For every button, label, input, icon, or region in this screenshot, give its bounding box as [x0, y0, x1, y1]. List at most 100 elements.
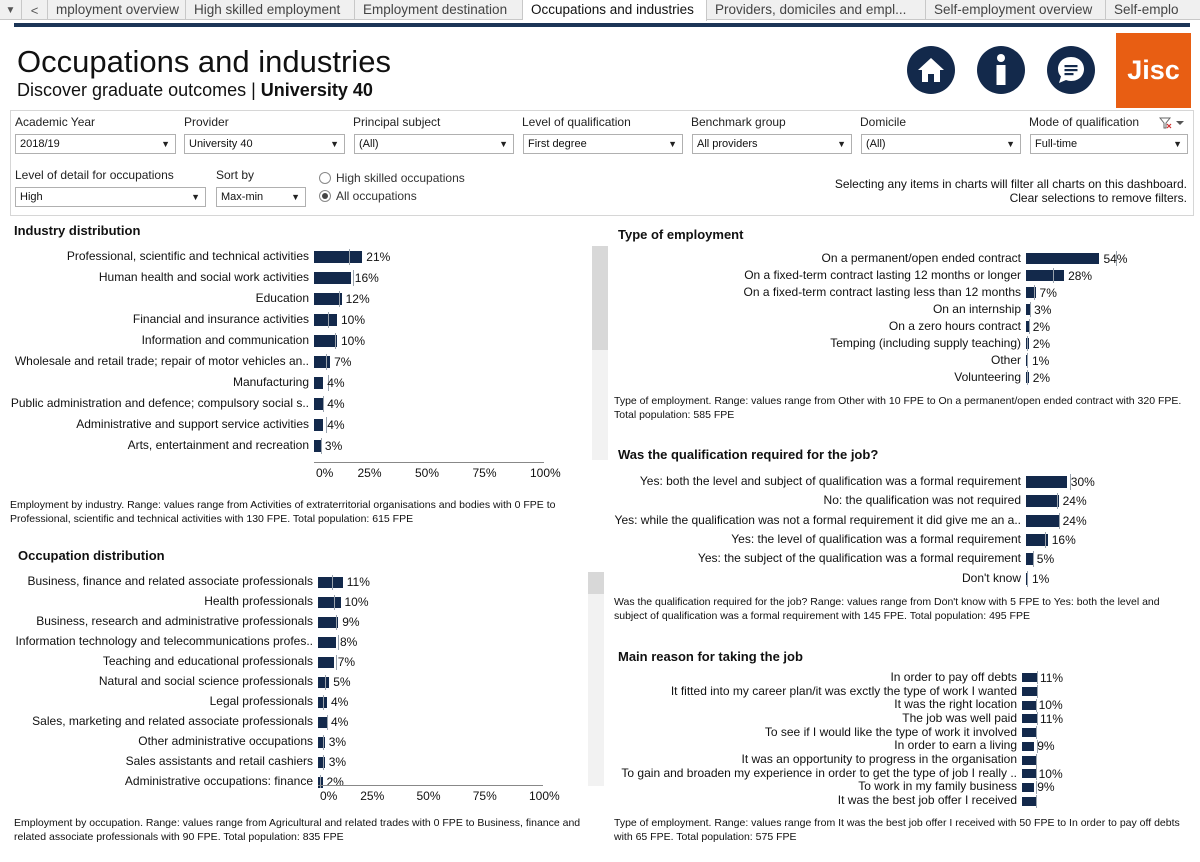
bar-label[interactable]: It was the right location	[894, 697, 1017, 712]
bar-label[interactable]: The job was well paid	[902, 710, 1017, 725]
bar-label[interactable]: Information and communication	[141, 332, 309, 347]
bar-label[interactable]: On a fixed-term contract lasting 12 mont…	[744, 267, 1021, 282]
bar-label[interactable]: Wholesale and retail trade; repair of mo…	[14, 353, 309, 368]
bar[interactable]	[318, 576, 343, 588]
bar[interactable]	[1026, 304, 1031, 315]
tab-self-employment-overview[interactable]: Self-employment overview	[926, 0, 1106, 20]
industry-chart-viewport[interactable]: Professional, scientific and technical a…	[0, 246, 590, 460]
bar[interactable]	[314, 397, 324, 410]
bar[interactable]	[1026, 355, 1028, 366]
bar-label[interactable]: Teaching and educational professionals	[102, 654, 313, 668]
level-of-detail-select[interactable]: High ▼	[15, 187, 206, 207]
bar-label[interactable]: Arts, entertainment and recreation	[127, 437, 309, 452]
bar[interactable]	[1026, 553, 1033, 566]
bar[interactable]	[1026, 495, 1059, 508]
tab-providers-domiciles[interactable]: Providers, domiciles and empl...	[707, 0, 926, 20]
bar-label[interactable]: Health professionals	[204, 594, 313, 608]
domicile-select[interactable]: (All) ▼	[861, 134, 1021, 154]
bar-label[interactable]: Business, research and administrative pr…	[36, 614, 313, 628]
bar[interactable]	[318, 596, 341, 608]
bar[interactable]	[318, 736, 325, 748]
bar-label[interactable]: Manufacturing	[232, 374, 309, 389]
occupation-chart-viewport[interactable]: Business, finance and related associate …	[0, 570, 590, 788]
bar[interactable]	[1026, 514, 1059, 527]
bar-label[interactable]: Administrative and support service activ…	[76, 416, 309, 431]
academic-year-select[interactable]: 2018/19 ▼	[15, 134, 176, 154]
bar-label[interactable]: Natural and social science professionals	[98, 674, 313, 688]
bar-label[interactable]: On a permanent/open ended contract	[821, 250, 1021, 265]
bar-label[interactable]: Volunteering	[954, 369, 1021, 384]
bar-label[interactable]: Don't know	[962, 570, 1021, 585]
bar-label[interactable]: No: the qualification was not required	[823, 493, 1021, 508]
bar[interactable]	[1022, 796, 1036, 806]
bar-label[interactable]: Other	[990, 352, 1021, 367]
tab-occupations-and-industries[interactable]: Occupations and industries	[523, 0, 707, 21]
occupation-chart-scrollbar[interactable]	[588, 572, 604, 786]
chat-button[interactable]	[1047, 46, 1095, 94]
tab-self-employment[interactable]: Self-emplo	[1114, 2, 1179, 17]
bar-label[interactable]: Yes: the level of qualification was a fo…	[731, 531, 1021, 546]
bar-label[interactable]: It was an opportunity to progress in the…	[741, 752, 1018, 767]
bar[interactable]	[1022, 782, 1035, 792]
bar[interactable]	[318, 656, 334, 668]
bar[interactable]	[314, 355, 331, 368]
bar[interactable]	[1026, 287, 1036, 298]
bar[interactable]	[314, 250, 363, 263]
scrollbar-thumb[interactable]	[588, 572, 604, 594]
bar[interactable]	[318, 716, 327, 728]
bar[interactable]	[1026, 270, 1065, 281]
tab-menu-icon[interactable]: ▼	[0, 0, 22, 20]
bar-label[interactable]: Other administrative occupations	[138, 734, 313, 748]
bar-label[interactable]: Administrative occupations: finance	[124, 774, 313, 788]
bar-label[interactable]: On an internship	[932, 301, 1021, 316]
level-of-qualification-select[interactable]: First degree ▼	[523, 134, 683, 154]
mode-of-qualification-select[interactable]: Full-time ▼	[1030, 134, 1188, 154]
bar[interactable]	[314, 418, 324, 431]
tab-high-skilled-employment[interactable]: High skilled employment	[186, 0, 355, 20]
benchmark-group-select[interactable]: All providers ▼	[692, 134, 852, 154]
bar-label[interactable]: To work in my family business	[858, 779, 1017, 794]
bar[interactable]	[314, 439, 321, 452]
bar-label[interactable]: Professional, scientific and technical a…	[66, 248, 309, 263]
bar[interactable]	[1026, 253, 1100, 264]
bar[interactable]	[1026, 533, 1048, 546]
bar-label[interactable]: In order to earn a living	[894, 738, 1017, 753]
tab-scroll-left-icon[interactable]: <	[22, 0, 48, 20]
tab-employment-overview[interactable]: mployment overview	[48, 0, 186, 20]
principal-subject-select[interactable]: (All) ▼	[354, 134, 514, 154]
bar[interactable]	[318, 756, 325, 768]
scrollbar-thumb[interactable]	[592, 246, 608, 350]
bar[interactable]	[318, 636, 336, 648]
bar[interactable]	[314, 313, 337, 326]
sort-by-select[interactable]: Max-min ▼	[216, 187, 306, 207]
bar-label[interactable]: To see if I would like the type of work …	[764, 724, 1017, 739]
bar-label[interactable]: Yes: while the qualification was not a f…	[614, 512, 1021, 527]
bar[interactable]	[314, 271, 351, 284]
bar[interactable]	[1022, 769, 1036, 779]
bar-label[interactable]: On a fixed-term contract lasting less th…	[743, 284, 1021, 299]
tab-employment-destination[interactable]: Employment destination	[355, 0, 523, 20]
bar-label[interactable]: On a zero hours contract	[888, 318, 1021, 333]
bar[interactable]	[314, 376, 324, 389]
bar[interactable]	[314, 334, 337, 347]
bar[interactable]	[1022, 755, 1036, 765]
bar[interactable]	[318, 616, 339, 628]
bar-label[interactable]: Temping (including supply teaching)	[830, 335, 1021, 350]
bar-label[interactable]: Human health and social work activities	[98, 269, 309, 284]
bar-label[interactable]: In order to pay off debts	[890, 669, 1017, 684]
bar-label[interactable]: Legal professionals	[209, 694, 313, 708]
bar-label[interactable]: Sales assistants and retail cashiers	[125, 754, 313, 768]
bar[interactable]	[1022, 728, 1036, 738]
radio-all-occupations[interactable]: All occupations	[319, 189, 417, 203]
bar[interactable]	[314, 292, 342, 305]
bar[interactable]	[1022, 714, 1037, 724]
bar[interactable]	[1022, 673, 1037, 683]
radio-high-skilled-occupations[interactable]: High skilled occupations	[319, 171, 465, 185]
bar-label[interactable]: Yes: the subject of the qualification wa…	[697, 551, 1021, 566]
bar-label[interactable]: It was the best job offer I received	[837, 793, 1017, 808]
clear-filter-icon[interactable]	[1159, 117, 1185, 129]
bar-label[interactable]: Business, finance and related associate …	[27, 574, 313, 588]
bar[interactable]	[1022, 741, 1035, 751]
bar[interactable]	[1026, 475, 1067, 488]
bar[interactable]	[1022, 700, 1036, 710]
